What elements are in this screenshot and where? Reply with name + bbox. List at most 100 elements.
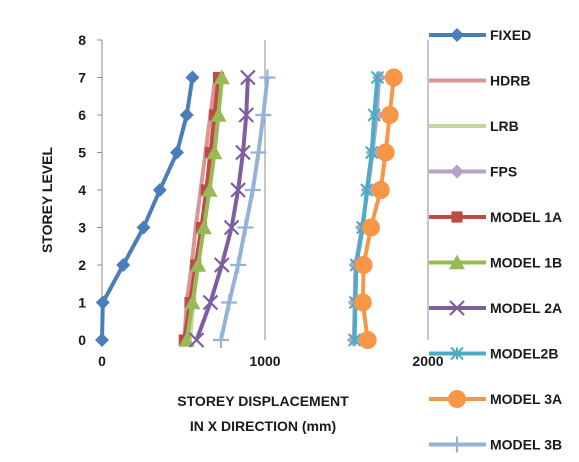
legend-marker-model2b xyxy=(450,346,464,361)
point-model-1b-3 xyxy=(195,219,212,235)
series-model-3b xyxy=(212,69,276,348)
plot-area xyxy=(95,68,403,349)
point-model-3a-5 xyxy=(376,143,395,162)
legend-marker-fps xyxy=(450,164,464,179)
point-model-1b-4 xyxy=(201,182,218,197)
y-axis-title: STOREY LEVEL xyxy=(39,147,55,254)
y-tick-label-5: 5 xyxy=(78,145,86,161)
series-line-model-2a xyxy=(194,77,250,341)
point-model-3a-4 xyxy=(371,181,390,199)
point-model-3b-6 xyxy=(255,107,272,123)
x-tick-label-0: 0 xyxy=(98,353,106,369)
legend-item-model-3b: MODEL 3B xyxy=(429,436,562,453)
point-fixed-7 xyxy=(185,70,200,85)
point-model-2a-3 xyxy=(223,219,240,236)
x-tick-label-1000: 1000 xyxy=(249,353,280,369)
y-tick-label-7: 7 xyxy=(78,70,86,86)
y-tick-label-4: 4 xyxy=(78,182,86,198)
series-model-1b xyxy=(178,69,230,347)
point-model2b-0 xyxy=(347,333,362,347)
point-model-3b-1 xyxy=(221,294,238,311)
point-fixed-0 xyxy=(95,333,109,347)
point-model-2a-7 xyxy=(240,69,256,86)
legend-item-fps: FPS xyxy=(429,164,517,180)
legend-item-fixed: FIXED xyxy=(429,27,531,43)
legend-label-model-1a: MODEL 1A xyxy=(490,209,562,225)
series-line-hdrb xyxy=(182,77,218,341)
legend-label-model-1b: MODEL 1B xyxy=(490,255,562,271)
point-model-3b-3 xyxy=(237,219,254,236)
legend-marker-model-1b xyxy=(449,254,465,270)
point-fixed-2 xyxy=(116,258,131,272)
legend-marker-model-2a xyxy=(449,300,465,316)
y-tick-label-3: 3 xyxy=(78,220,86,236)
legend-item-model-1a: MODEL 1A xyxy=(429,209,562,225)
series-hdrb xyxy=(182,77,218,341)
series-line-model2b xyxy=(352,77,380,341)
point-model-2a-0 xyxy=(188,332,205,348)
point-model-3a-1 xyxy=(353,293,372,312)
legend-label-fps: FPS xyxy=(490,164,517,180)
legend-item-hdrb: HDRB xyxy=(429,73,530,89)
x-tick-label-2000: 2000 xyxy=(412,353,443,369)
legend-label-lrb: LRB xyxy=(490,118,519,134)
point-model2b-7 xyxy=(370,70,385,85)
point-model-3b-7 xyxy=(259,69,276,86)
y-tick-label-0: 0 xyxy=(78,332,86,348)
legend-label-model-2a: MODEL 2A xyxy=(490,300,562,316)
point-model-3b-5 xyxy=(250,144,267,161)
legend-item-lrb: LRB xyxy=(429,118,519,134)
point-fixed-1 xyxy=(95,295,110,310)
point-model-1b-2 xyxy=(190,257,207,272)
legend-label-model-3b: MODEL 3B xyxy=(490,437,562,453)
point-model-3a-0 xyxy=(358,331,377,349)
axes: 0 1 2 3 4 5 6 7 8 0 1000 2000 xyxy=(78,32,444,369)
point-model-3b-2 xyxy=(230,257,247,273)
y-tick-label-8: 8 xyxy=(78,32,86,48)
legend-item-model2b: MODEL2B xyxy=(429,346,558,362)
point-model-2a-4 xyxy=(230,182,246,198)
legend-item-model-1b: MODEL 1B xyxy=(429,254,562,271)
point-model-3b-0 xyxy=(212,332,229,348)
legend: FIXED HDRB LRB FPS MODEL 1A MODEL 1B MODEL 2A M… xyxy=(429,27,562,453)
legend-marker-model-3b xyxy=(449,436,465,453)
point-model-2a-5 xyxy=(235,144,251,161)
x-axis-title-line-1: STOREY DISPLACEMENT xyxy=(177,393,349,409)
point-model-3a-7 xyxy=(384,68,403,87)
y-tick-label-6: 6 xyxy=(78,107,86,123)
point-model-1b-0 xyxy=(178,332,195,347)
point-model-3a-3 xyxy=(361,218,380,237)
legend-item-model-3a: MODEL 3A xyxy=(429,390,562,408)
legend-marker-fixed xyxy=(450,28,464,42)
series-model-3a xyxy=(353,68,403,349)
legend-label-model2b: MODEL2B xyxy=(490,346,558,362)
legend-item-model-2a: MODEL 2A xyxy=(429,300,562,316)
point-model2b-5 xyxy=(365,145,379,160)
point-fixed-3 xyxy=(136,220,151,235)
point-model-3b-4 xyxy=(244,182,261,198)
series-line-fixed xyxy=(100,77,195,341)
point-fixed-4 xyxy=(152,183,167,197)
point-model-1b-7 xyxy=(213,69,230,85)
point-model-2a-6 xyxy=(238,107,255,123)
y-tick-label-2: 2 xyxy=(78,257,86,273)
legend-label-hdrb: HDRB xyxy=(490,73,530,89)
point-model-3a-6 xyxy=(380,106,399,124)
point-fps-7 xyxy=(372,70,387,85)
point-model-2a-1 xyxy=(202,294,219,311)
point-model-1b-5 xyxy=(206,144,223,160)
series-fixed xyxy=(95,70,200,347)
point-model2b-4 xyxy=(360,183,374,197)
series-model-2a xyxy=(188,69,256,348)
x-axis-title-line-2: IN X DIRECTION (mm) xyxy=(190,418,336,434)
legend-marker-model-3a xyxy=(448,390,466,408)
point-model2b-6 xyxy=(367,108,381,122)
legend-marker-model-1a xyxy=(451,211,463,223)
point-model-2a-2 xyxy=(214,257,230,273)
point-fixed-6 xyxy=(179,108,194,122)
point-model-1b-1 xyxy=(184,294,201,310)
legend-label-fixed: FIXED xyxy=(490,27,531,43)
point-model-3a-2 xyxy=(354,256,373,274)
